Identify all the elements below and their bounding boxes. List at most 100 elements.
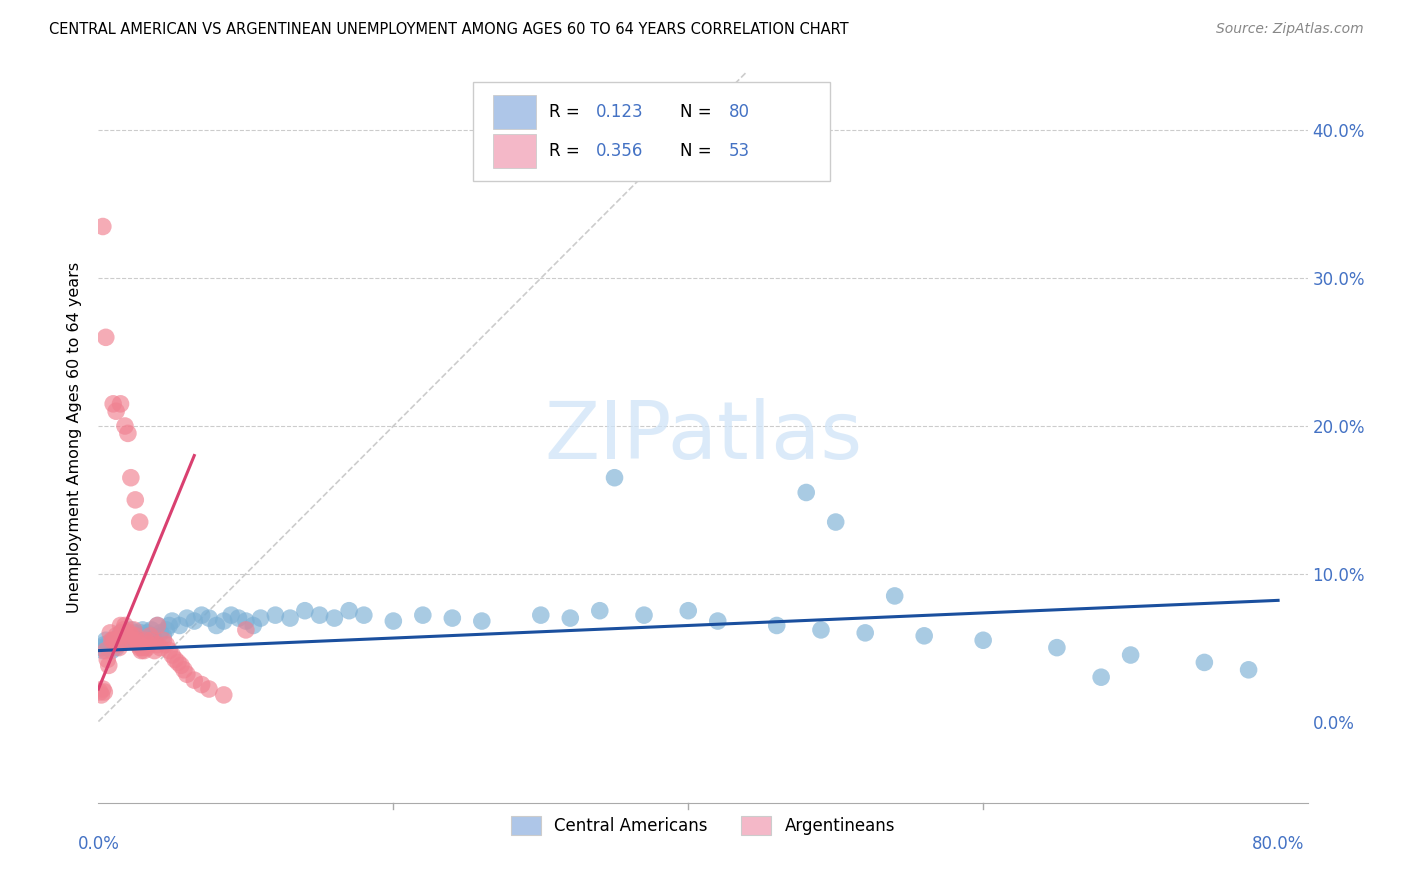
Point <box>115 629 138 643</box>
Point <box>138 638 160 652</box>
Point <box>149 640 172 655</box>
Point <box>883 589 905 603</box>
Point <box>183 673 205 688</box>
Point <box>114 419 136 434</box>
Point <box>141 633 163 648</box>
Point <box>235 614 257 628</box>
Point <box>1194 656 1216 670</box>
Point <box>105 640 128 655</box>
Point <box>122 633 145 648</box>
Point <box>1119 648 1142 662</box>
Point <box>173 663 195 677</box>
Text: ZIPatlas: ZIPatlas <box>544 398 862 476</box>
Point <box>91 681 114 696</box>
Point <box>115 625 138 640</box>
Text: N =: N = <box>681 103 717 121</box>
Point <box>124 625 146 640</box>
Point <box>107 636 129 650</box>
Point <box>101 397 124 411</box>
Point <box>198 611 221 625</box>
Point <box>136 625 159 640</box>
Point <box>121 629 143 643</box>
Point <box>131 640 153 655</box>
Text: 80.0%: 80.0% <box>1251 835 1305 854</box>
Point <box>127 638 149 652</box>
Point <box>114 618 136 632</box>
Point <box>183 614 205 628</box>
Point <box>155 623 177 637</box>
FancyBboxPatch shape <box>474 82 830 181</box>
Point <box>170 658 193 673</box>
Point <box>212 688 235 702</box>
Point <box>118 625 141 640</box>
Point <box>90 688 112 702</box>
Point <box>121 633 143 648</box>
Point <box>264 608 287 623</box>
Point <box>824 515 846 529</box>
Point <box>205 618 228 632</box>
Point <box>124 492 146 507</box>
Point <box>138 629 160 643</box>
Point <box>118 633 141 648</box>
Point <box>1237 663 1260 677</box>
Point <box>117 633 139 648</box>
Point <box>135 633 157 648</box>
Text: 80: 80 <box>728 103 749 121</box>
Point <box>104 633 127 648</box>
Point <box>112 633 135 648</box>
Point <box>146 638 169 652</box>
Point <box>111 629 134 643</box>
Point <box>129 625 152 640</box>
Point <box>633 608 655 623</box>
Point <box>242 618 264 632</box>
Point <box>101 633 124 648</box>
Point <box>219 608 242 623</box>
Point <box>972 633 994 648</box>
Point <box>146 618 169 632</box>
Point <box>560 611 582 625</box>
Point <box>134 643 156 657</box>
Point <box>100 633 122 648</box>
Point <box>136 640 159 655</box>
Point <box>98 625 121 640</box>
Point <box>160 648 183 662</box>
FancyBboxPatch shape <box>492 95 536 129</box>
Point <box>278 611 301 625</box>
Text: 53: 53 <box>728 142 749 160</box>
Point <box>128 630 150 644</box>
Point <box>157 643 180 657</box>
Point <box>96 640 118 655</box>
Point <box>235 623 257 637</box>
Point <box>152 629 174 643</box>
FancyBboxPatch shape <box>492 135 536 168</box>
Point <box>117 629 139 643</box>
Point <box>124 629 146 643</box>
Point <box>228 611 250 625</box>
Point <box>105 629 128 643</box>
Point <box>104 633 127 648</box>
Point <box>152 633 174 648</box>
Point <box>706 614 728 628</box>
Point <box>190 677 212 691</box>
Point <box>1046 640 1069 655</box>
Point <box>135 633 157 648</box>
Point <box>471 614 494 628</box>
Point <box>125 629 148 643</box>
Point <box>141 623 163 637</box>
Point <box>128 515 150 529</box>
Point <box>139 633 162 648</box>
Point <box>128 640 150 655</box>
Point <box>91 219 114 234</box>
Point <box>149 625 172 640</box>
Point <box>114 630 136 644</box>
Point <box>530 608 553 623</box>
Point <box>122 623 145 637</box>
Point <box>120 623 142 637</box>
Text: N =: N = <box>681 142 717 160</box>
Point <box>89 685 111 699</box>
Point <box>176 667 198 681</box>
Point <box>110 618 132 632</box>
Point <box>111 625 134 640</box>
Point <box>678 604 700 618</box>
Point <box>165 652 187 666</box>
